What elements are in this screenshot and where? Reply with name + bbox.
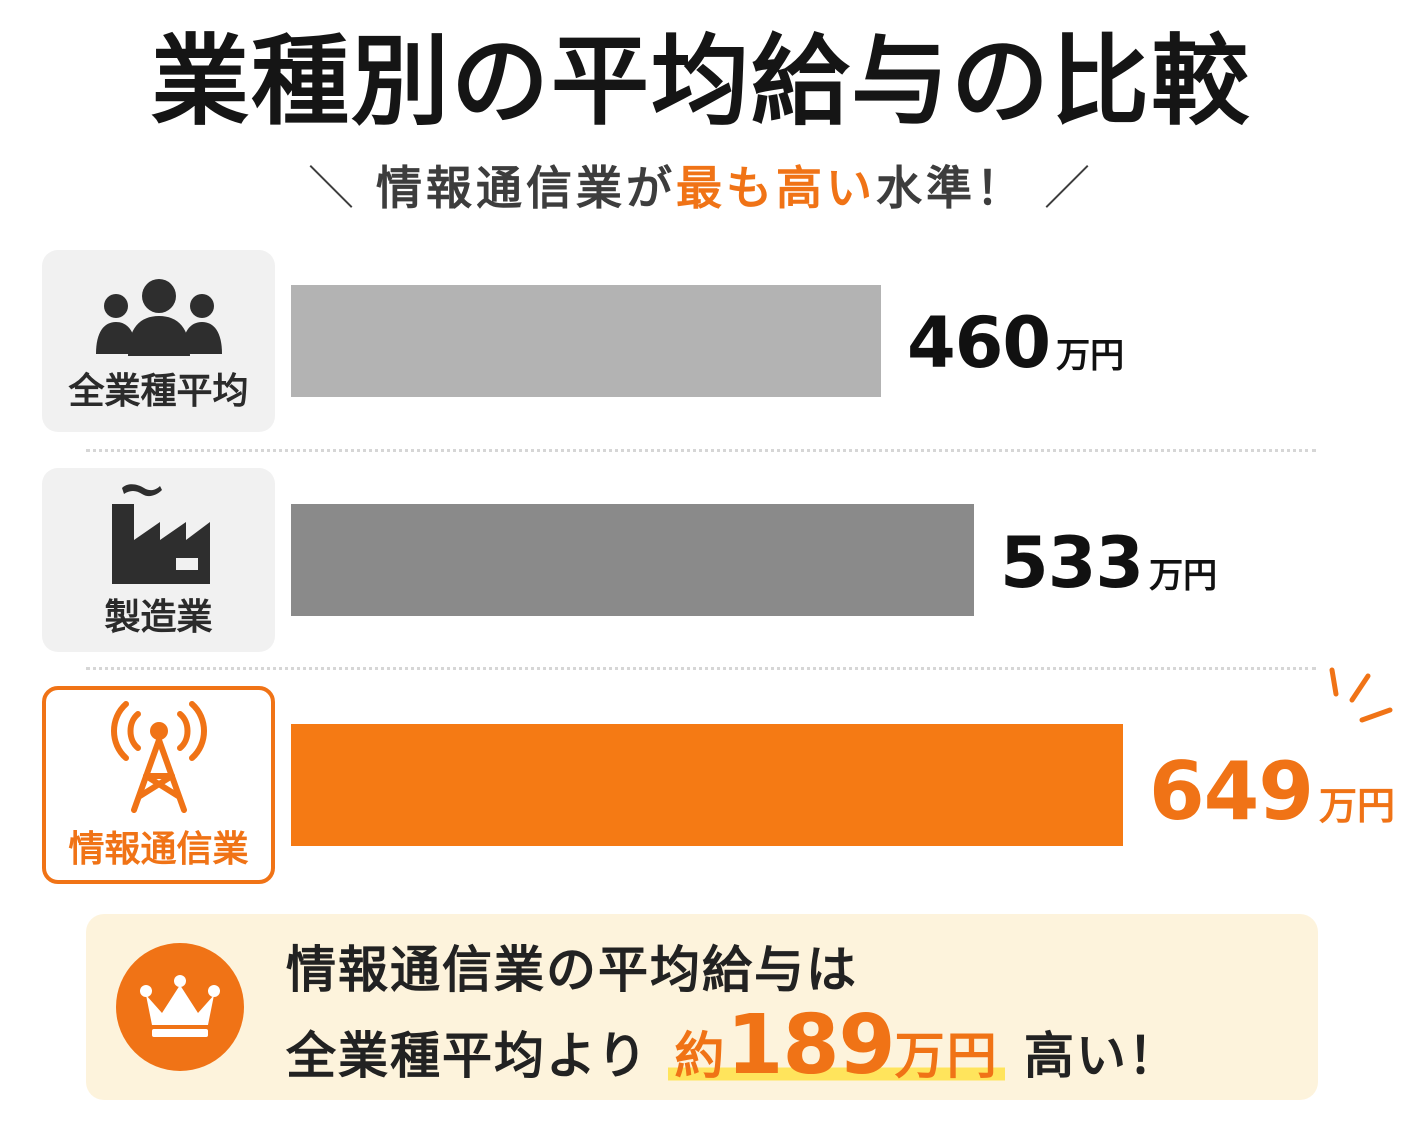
callout-highlight: 約189万円 [668,1005,1005,1087]
radio-tower-icon [110,701,207,813]
chart-subtitle: ＼ 情報通信業が最も高い水準！ ／ [0,156,1402,220]
value-number: 460 [907,302,1051,384]
callout-suffix: 高い！ [1024,1027,1181,1085]
category-label: 全業種平均 [68,371,249,412]
subtitle-right-slash: ／ [1044,161,1094,215]
summary-callout: 情報通信業の平均給与は 全業種平均より 約189万円 高い！ [86,914,1318,1100]
factory-icon [111,484,210,584]
crown-icon [140,975,220,1037]
value-number: 649 [1149,745,1314,838]
value-unit: 万円 [1149,556,1218,596]
value-unit: 万円 [1056,336,1125,376]
callout-line-1: 情報通信業の平均給与は [286,941,858,999]
value-number: 533 [1000,522,1144,604]
subtitle-part-3: 水準！ [876,161,1026,215]
value-label-all-industries: 460 万円 [907,308,1124,378]
sparkle-icon [1329,667,1393,723]
bar-information-communication [291,724,1123,846]
people-group-icon [95,279,222,356]
callout-highlight-pre: 約 [674,1027,727,1085]
subtitle-part-accent: 最も高い [676,161,876,215]
callout-line-2: 全業種平均より 約189万円 高い！ [286,1005,1181,1092]
row-divider [86,449,1316,452]
chart-title: 業種別の平均給与の比較 [150,25,1251,139]
bar-manufacturing [291,504,974,616]
callout-highlight-unit: 万円 [894,1027,999,1085]
value-label-information-communication: 649 万円 [1149,752,1395,832]
subtitle-left-slash: ＼ [308,161,358,215]
crown-badge [116,943,244,1071]
subtitle-part-1: 情報通信業が [376,161,676,215]
callout-prefix: 全業種平均より [286,1027,649,1085]
bar-all-industries [291,285,881,397]
value-unit: 万円 [1319,784,1396,828]
category-label: 製造業 [104,597,213,638]
callout-highlight-number: 189 [726,998,895,1093]
category-label: 情報通信業 [68,829,249,870]
row-divider [86,667,1316,670]
category-box-information-communication: 情報通信業 [42,686,275,884]
category-box-manufacturing: 製造業 [42,468,275,652]
value-label-manufacturing: 533 万円 [1000,528,1217,598]
category-box-all-industries: 全業種平均 [42,250,275,432]
